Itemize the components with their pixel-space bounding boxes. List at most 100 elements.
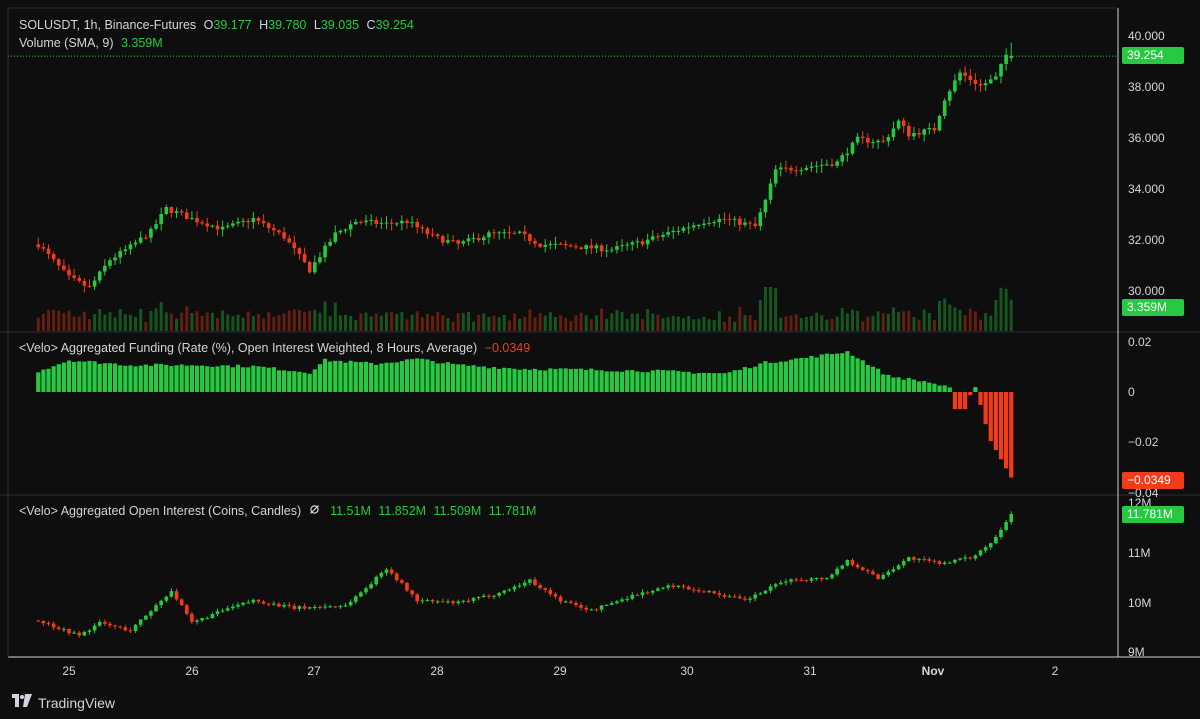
price-candle: [307, 262, 312, 273]
funding-bar: [435, 363, 440, 392]
price-candle: [41, 247, 46, 249]
volume-bar: [830, 318, 834, 331]
oi-candle: [67, 629, 71, 634]
price-candle: [686, 227, 691, 229]
oi-candle: [599, 605, 604, 610]
price-legend: SOLUSDT, 1h, Binance-Futures O39.177 H39…: [19, 18, 418, 32]
price-candle: [389, 222, 394, 224]
oi-candle: [374, 576, 379, 585]
time-tick: 28: [430, 664, 444, 678]
funding-bar: [389, 362, 394, 392]
volume-bar: [682, 318, 685, 331]
eye-slash-icon[interactable]: [309, 504, 321, 518]
funding-bar: [747, 368, 753, 392]
volume-bar: [364, 312, 368, 331]
price-candle: [82, 280, 87, 286]
volume-bar: [722, 321, 726, 331]
volume-bar: [769, 287, 773, 331]
price-tick: 40.000: [1128, 29, 1165, 43]
volume-bar: [902, 311, 906, 331]
oi-candle: [707, 591, 711, 593]
oi-candle: [169, 591, 174, 597]
price-candle: [640, 241, 645, 245]
volume-bar: [605, 318, 609, 331]
volume-bar: [410, 314, 414, 331]
oi-candle: [476, 597, 481, 599]
time-tick: 25: [62, 664, 76, 678]
price-candle: [236, 221, 240, 224]
oi-candle: [307, 607, 312, 609]
volume-bar: [533, 317, 537, 331]
funding-label[interactable]: <Velo> Aggregated Funding (Rate (%), Ope…: [19, 341, 478, 355]
volume-bar: [743, 315, 747, 331]
price-candle: [108, 260, 112, 266]
tradingview-logo[interactable]: TradingView: [12, 694, 115, 711]
oi-candle: [860, 567, 865, 571]
oi-candle: [661, 587, 665, 589]
price-tick: 34.000: [1128, 182, 1165, 196]
price-candle: [174, 211, 179, 213]
volume-bar: [277, 315, 281, 331]
funding-bar: [363, 361, 369, 392]
funding-bar: [870, 366, 876, 392]
oi-candle: [236, 604, 240, 607]
funding-bar: [312, 369, 317, 392]
price-candle: [901, 120, 906, 126]
funding-bar: [527, 369, 532, 392]
symbol-label[interactable]: SOLUSDT, 1h, Binance-Futures: [19, 18, 197, 32]
funding-bar: [727, 372, 732, 392]
tradingview-logo-icon: [12, 694, 32, 711]
price-candle: [656, 236, 660, 238]
oi-candle: [487, 595, 491, 597]
funding-bar: [281, 370, 287, 392]
oi-candle: [384, 569, 389, 573]
funding-bar: [558, 368, 563, 392]
oi-candle: [333, 606, 338, 608]
price-candle: [579, 247, 583, 250]
volume-bar: [717, 311, 721, 331]
volume-bar: [436, 311, 440, 331]
volume-bar: [256, 314, 260, 331]
funding-bar: [138, 365, 143, 392]
oi-candle: [650, 590, 655, 593]
funding-bar: [538, 370, 543, 392]
funding-badge: −0.0349: [1122, 472, 1184, 489]
oi-candle: [241, 602, 245, 605]
volume-bar: [630, 313, 634, 331]
volume-bar: [594, 315, 598, 331]
oi-candle: [932, 560, 937, 562]
volume-bar: [871, 315, 875, 331]
oi-candle: [451, 601, 455, 604]
price-candle: [72, 275, 76, 278]
funding-tick: −0.02: [1128, 435, 1159, 449]
funding-bar: [481, 366, 486, 392]
volume-bar: [72, 316, 76, 331]
price-candle: [451, 240, 455, 242]
price-candle: [896, 120, 901, 129]
funding-bar: [809, 355, 814, 392]
volume-bar: [472, 321, 476, 331]
oi-candle: [717, 593, 722, 595]
volume-bar: [789, 315, 793, 331]
funding-bar: [645, 372, 650, 392]
volume-bar: [917, 319, 921, 331]
oi-label[interactable]: <Velo> Aggregated Open Interest (Coins, …: [19, 504, 302, 518]
oi-candle: [466, 600, 471, 602]
oi-candle: [77, 632, 82, 636]
funding-tick: 0: [1128, 385, 1135, 399]
volume-label[interactable]: Volume (SMA, 9): [19, 36, 114, 50]
volume-bar: [369, 316, 373, 331]
price-candle: [476, 238, 481, 241]
funding-bar: [430, 361, 435, 392]
price-candle: [353, 221, 358, 225]
funding-bar: [732, 370, 737, 392]
volume-bar: [118, 309, 122, 331]
oi-candle: [845, 560, 850, 566]
oi-candle: [215, 611, 220, 615]
price-candle: [1004, 54, 1008, 65]
price-candle: [635, 241, 640, 243]
oi-candle: [825, 578, 829, 580]
time-tick: 29: [553, 664, 567, 678]
oi-candle: [430, 599, 435, 602]
